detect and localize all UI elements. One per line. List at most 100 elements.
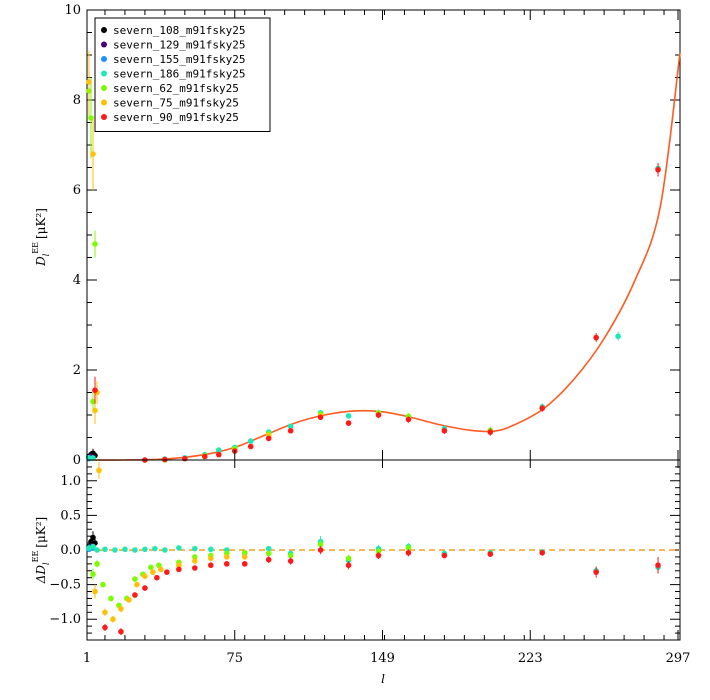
residual-point [375, 552, 382, 559]
residual-point [317, 547, 324, 553]
series-severn_186_m91fsky25 [86, 163, 661, 463]
residual-point [207, 555, 214, 562]
residual-point [142, 573, 148, 580]
residual-point [405, 549, 412, 556]
bottom-y-axis-label: ΔDlEE [μK²] [31, 517, 51, 584]
top-ylabel-l: l [42, 253, 51, 256]
legend-marker [101, 85, 107, 91]
legend-entry: severn_75_m91fsky25 [113, 97, 239, 110]
residual-point [132, 547, 138, 553]
residual-point [90, 571, 96, 578]
data-point [92, 241, 98, 247]
data-point [287, 423, 294, 430]
data-point [655, 166, 661, 173]
residual-point [142, 585, 148, 591]
bottom-y-tick-label: −0.5 [49, 578, 81, 593]
legend-marker [101, 114, 107, 120]
residual-point [134, 581, 140, 588]
residual-point [241, 549, 248, 556]
data-point [405, 416, 412, 423]
residual-point [158, 566, 164, 573]
residual-point [118, 628, 124, 635]
legend-entry: severn_90_m91fsky25 [113, 111, 239, 124]
residual-point [148, 564, 154, 571]
x-tick-label: 1 [83, 651, 91, 666]
residual-point [132, 576, 138, 582]
data-point [215, 451, 222, 458]
x-tick-label: 75 [226, 651, 243, 666]
residual-point [441, 552, 448, 559]
residual-point [192, 565, 198, 571]
top-ylabel-EE: EE [31, 242, 40, 254]
residual-point [164, 569, 170, 575]
legend-marker [101, 41, 107, 48]
residual-point [593, 569, 599, 575]
legend-entry: severn_129_m91fsky25 [113, 39, 245, 52]
series-severn_90_m91fsky25 [92, 163, 661, 463]
top-y-tick-label: 10 [64, 3, 81, 18]
top-ylabel-D: D [34, 256, 48, 267]
residual-point [345, 562, 352, 569]
data-point [441, 427, 448, 434]
top-y-tick-label: 0 [73, 453, 81, 468]
legend-entry: severn_62_m91fsky25 [113, 82, 239, 95]
data-point [92, 407, 98, 414]
residual-point [126, 597, 132, 603]
data-point [202, 453, 208, 460]
residual-point [207, 546, 214, 553]
residual-point [176, 545, 182, 551]
residual-point [405, 545, 412, 551]
bottom-y-tick-label: 0.0 [60, 543, 81, 558]
legend-marker [101, 27, 107, 33]
bottom-ylabel-unit: [μK²] [34, 517, 48, 548]
top-y-axis-label: DlEE [μK²] [31, 208, 51, 267]
residual-point [152, 545, 158, 552]
residual-point [223, 554, 230, 560]
bottom-panel: −1.0 −0.5 0.0 0.5 1.0 [49, 459, 681, 641]
residual-point [176, 566, 182, 573]
legend-box [94, 17, 271, 132]
bottom-ylabel-EE: EE [31, 551, 40, 563]
residual-point [287, 552, 294, 559]
top-y-tick-label: 2 [73, 363, 81, 378]
data-point [90, 398, 96, 405]
data-point [247, 438, 254, 444]
residual-point [142, 546, 148, 553]
residual-point [90, 543, 96, 550]
residual-point [108, 595, 114, 602]
top-ylabel-unit: [μK²] [34, 208, 48, 239]
residual-series-severn_186_m91fsky25 [86, 536, 661, 575]
residual-series-severn_90_m91fsky25 [102, 545, 661, 636]
x-tick-label: 223 [518, 651, 543, 666]
residual-point [122, 546, 128, 553]
residual-point [287, 558, 294, 564]
top-y-tick-label: 4 [73, 273, 81, 288]
residual-point [265, 550, 272, 557]
residual-point [94, 547, 100, 553]
residual-series-severn_75_m91fsky25 [92, 462, 248, 623]
legend-marker [101, 70, 107, 77]
data-point [615, 333, 621, 340]
residual-point [110, 616, 116, 623]
residual-point [154, 574, 160, 581]
residual-point [265, 545, 272, 552]
bottom-y-tick-label: 0.5 [60, 508, 81, 523]
residual-point [192, 558, 198, 564]
residual-point [92, 588, 98, 595]
residual-point [150, 569, 156, 575]
x-axis-label: l [381, 672, 385, 686]
data-point [90, 151, 96, 157]
top-y-tick-label: 6 [73, 183, 81, 198]
residual-point [241, 554, 248, 560]
residual-point [102, 546, 108, 553]
data-point [345, 420, 352, 426]
bottom-y-tick-label: 1.0 [60, 474, 81, 489]
legend-entry: severn_186_m91fsky25 [113, 68, 245, 81]
residual-point [317, 541, 324, 548]
data-point [487, 429, 494, 435]
legend-entry: severn_108_m91fsky25 [113, 24, 245, 37]
bottom-y-tick-label: −1.0 [49, 612, 81, 627]
data-point [593, 334, 599, 341]
residual-point [375, 548, 382, 555]
legend-entry: severn_155_m91fsky25 [113, 53, 245, 66]
